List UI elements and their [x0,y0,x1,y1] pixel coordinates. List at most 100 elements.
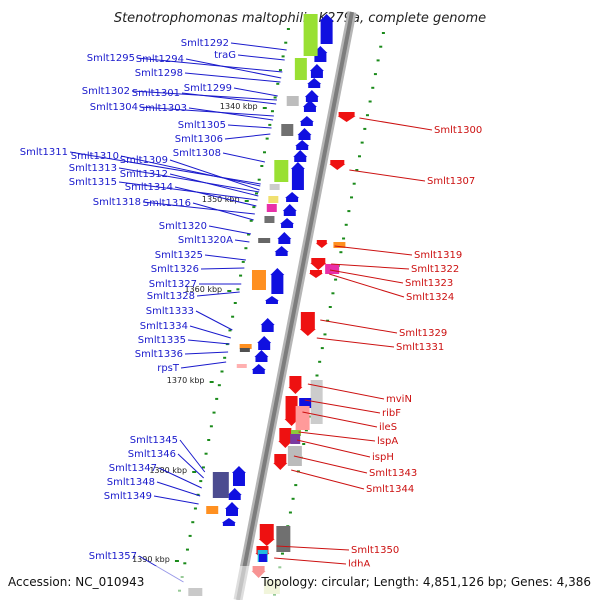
coordinate-label: 1350 kbp [202,195,240,204]
callout-line [320,319,398,334]
feature-block [274,160,289,182]
forward-gene-arrow [295,140,310,150]
map-title: Stenotrophomonas maltophilia K279a, comp… [114,11,486,26]
tick-mark [381,32,385,34]
callout-line [316,337,395,348]
tick-mark [284,41,288,44]
tick-mark [342,237,346,240]
callout-line [120,155,261,187]
tick-mark [318,360,322,363]
gene-label-smlt1310: Smlt1310 [71,151,119,162]
tick-mark [252,206,256,209]
tick-mark [373,73,377,76]
callout-line [184,72,281,83]
tick-mark [233,302,237,304]
gene-label-smlt1357: Smlt1357 [89,551,137,562]
tick-mark [244,247,248,250]
tick-mark [368,100,372,103]
feature-block [239,344,252,349]
reverse-gene-arrow [315,240,328,248]
gene-label-smlt1312: Smlt1312 [120,169,168,180]
tick-mark [355,169,359,171]
gene-label-smlt1316: Smlt1316 [143,198,191,209]
feature-block [206,506,219,514]
coordinate-tick [209,381,214,383]
tick-mark [323,333,327,336]
coordinate-tick [174,560,179,562]
gene-label-smlt1319: Smlt1319 [414,250,462,261]
gene-block-gray [276,526,291,552]
forward-gene-arrow [274,246,289,256]
coordinate-label: 1340 kbp [220,102,258,111]
tick-mark [223,356,227,359]
callout-line [293,455,368,474]
tick-mark [249,219,253,222]
tick-mark [280,552,284,555]
tick-mark [212,411,216,414]
forward-gene-arrow [307,78,322,88]
callout-line [136,57,283,73]
topology-text: Topology: circular; Length: 4,851,126 bp… [260,575,591,589]
callout-line [230,42,287,51]
callout-line [187,339,230,345]
gene-label-smlt1331: Smlt1331 [396,342,444,353]
feature-block [290,430,301,436]
callout-line [334,245,413,256]
gene-label-smlt1305: Smlt1305 [178,120,226,131]
gene-label-smlt1306: Smlt1306 [175,134,223,145]
tick-mark [379,45,383,48]
callout-line [204,254,246,261]
tick-mark [188,534,192,537]
gene-label-rpst: rpsT [157,363,180,374]
callout-line [177,453,204,479]
forward-gene-arrow [270,268,285,294]
callout-line [69,151,261,185]
callout-line [296,439,371,458]
gene-block-orange [251,270,266,290]
tick-mark [220,370,224,373]
gene-block-magenta [266,204,277,212]
forward-gene-arrow [251,364,266,374]
tick-mark [204,452,208,455]
forward-gene-arrow [299,116,314,126]
tick-mark [185,548,189,551]
gene-label-smlt1302: Smlt1302 [82,86,130,97]
callout-line [208,225,252,235]
gene-label-smlt1318: Smlt1318 [93,197,141,208]
callout-line [307,383,385,400]
gene-label-smlt1303: Smlt1303 [139,103,187,114]
forward-gene-arrow [231,466,246,486]
gene-label-smlt1333: Smlt1333 [146,306,194,317]
backbone [233,11,357,600]
callout-line [188,107,274,121]
gene-label-smlt1344: Smlt1344 [366,484,414,495]
gene-label-trag: traG [214,50,236,61]
gene-label-smlt1295: Smlt1295 [87,53,135,64]
callout-line [174,186,257,207]
gene-label-smlt1314: Smlt1314 [125,182,173,193]
tick-mark [217,384,221,387]
forward-gene-arrow [227,488,242,500]
forward-gene-arrow [254,350,269,362]
tick-mark [376,59,380,62]
tick-mark [294,484,298,487]
reverse-gene-arrow [258,524,275,546]
callout-line [142,201,255,215]
gene-label-smlt1313: Smlt1313 [69,163,117,174]
forward-gene-arrow [280,218,295,228]
gene-label-mvin: mviN [386,394,412,405]
tick-mark [331,292,335,295]
tick-mark [201,466,205,469]
callout-line [331,263,410,270]
tick-mark [270,110,274,113]
feature-block [333,242,346,248]
forward-gene-arrow [221,518,236,526]
gene-label-smlt1311: Smlt1311 [20,147,68,158]
tick-mark [265,137,269,140]
gene-label-smlt1349: Smlt1349 [104,491,152,502]
tick-mark [276,82,280,85]
forward-gene-arrow [297,128,312,140]
forward-gene-arrow [304,90,319,102]
forward-gene-arrow [302,100,317,112]
